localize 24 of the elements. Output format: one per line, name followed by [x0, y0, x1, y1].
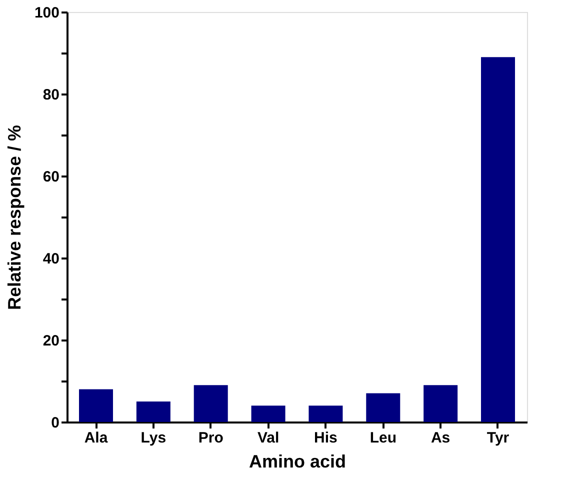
bar — [136, 402, 170, 422]
bar — [308, 406, 343, 422]
x-tick-label: Ala — [84, 430, 108, 446]
y-axis-title: Relative response / % — [4, 124, 24, 310]
bar — [481, 57, 515, 422]
y-tick-label: 100 — [34, 4, 60, 22]
bar — [366, 393, 400, 422]
x-tick-label: Leu — [370, 430, 396, 446]
bar — [424, 385, 458, 422]
x-tick-label: Pro — [198, 430, 224, 446]
y-tick-label: 0 — [51, 414, 60, 432]
x-tick-label: As — [430, 430, 450, 446]
y-tick-label: 20 — [42, 332, 60, 350]
x-tick-label: Val — [257, 430, 280, 446]
x-tick-label: His — [314, 430, 338, 446]
bar — [79, 389, 113, 422]
y-tick-label: 40 — [42, 250, 60, 268]
bar — [194, 385, 228, 422]
x-axis-title: Amino acid — [248, 452, 346, 472]
x-tick-label: Lys — [140, 430, 166, 446]
bar — [251, 406, 286, 422]
y-tick-label: 60 — [42, 168, 60, 186]
y-tick-label: 80 — [42, 86, 60, 104]
x-tick-label: Tyr — [486, 430, 510, 446]
